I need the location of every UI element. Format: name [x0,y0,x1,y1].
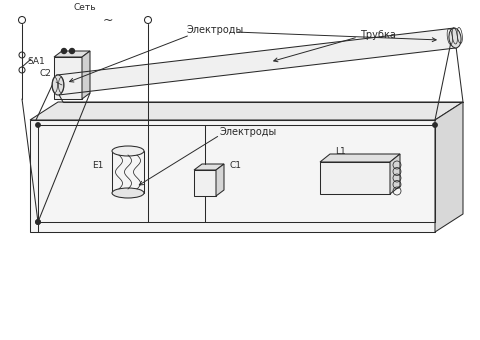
Polygon shape [389,154,399,194]
Text: Сеть: Сеть [73,3,96,13]
Text: Электроды: Электроды [186,25,243,35]
Polygon shape [54,51,90,57]
Text: E1: E1 [92,162,104,170]
Text: L1: L1 [334,148,345,156]
Circle shape [36,220,40,224]
Text: SA1: SA1 [27,57,45,67]
Text: C2: C2 [39,69,51,79]
Text: C1: C1 [229,160,241,170]
Bar [319,162,389,194]
Circle shape [61,49,66,53]
Text: ~: ~ [103,14,113,27]
Polygon shape [216,164,224,196]
Polygon shape [193,164,224,170]
Ellipse shape [112,188,144,198]
Bar [54,57,82,99]
Circle shape [36,220,40,224]
Polygon shape [30,120,434,232]
Polygon shape [57,28,455,95]
Circle shape [432,123,436,127]
Polygon shape [319,154,399,162]
Circle shape [36,123,40,127]
Ellipse shape [112,146,144,156]
Polygon shape [82,51,90,99]
Circle shape [69,49,74,53]
Bar [193,170,216,196]
Text: Трубка: Трубка [359,30,395,40]
Polygon shape [30,102,462,120]
Ellipse shape [448,28,460,48]
Polygon shape [434,102,462,232]
Text: Электроды: Электроды [219,127,276,137]
Ellipse shape [52,75,64,95]
